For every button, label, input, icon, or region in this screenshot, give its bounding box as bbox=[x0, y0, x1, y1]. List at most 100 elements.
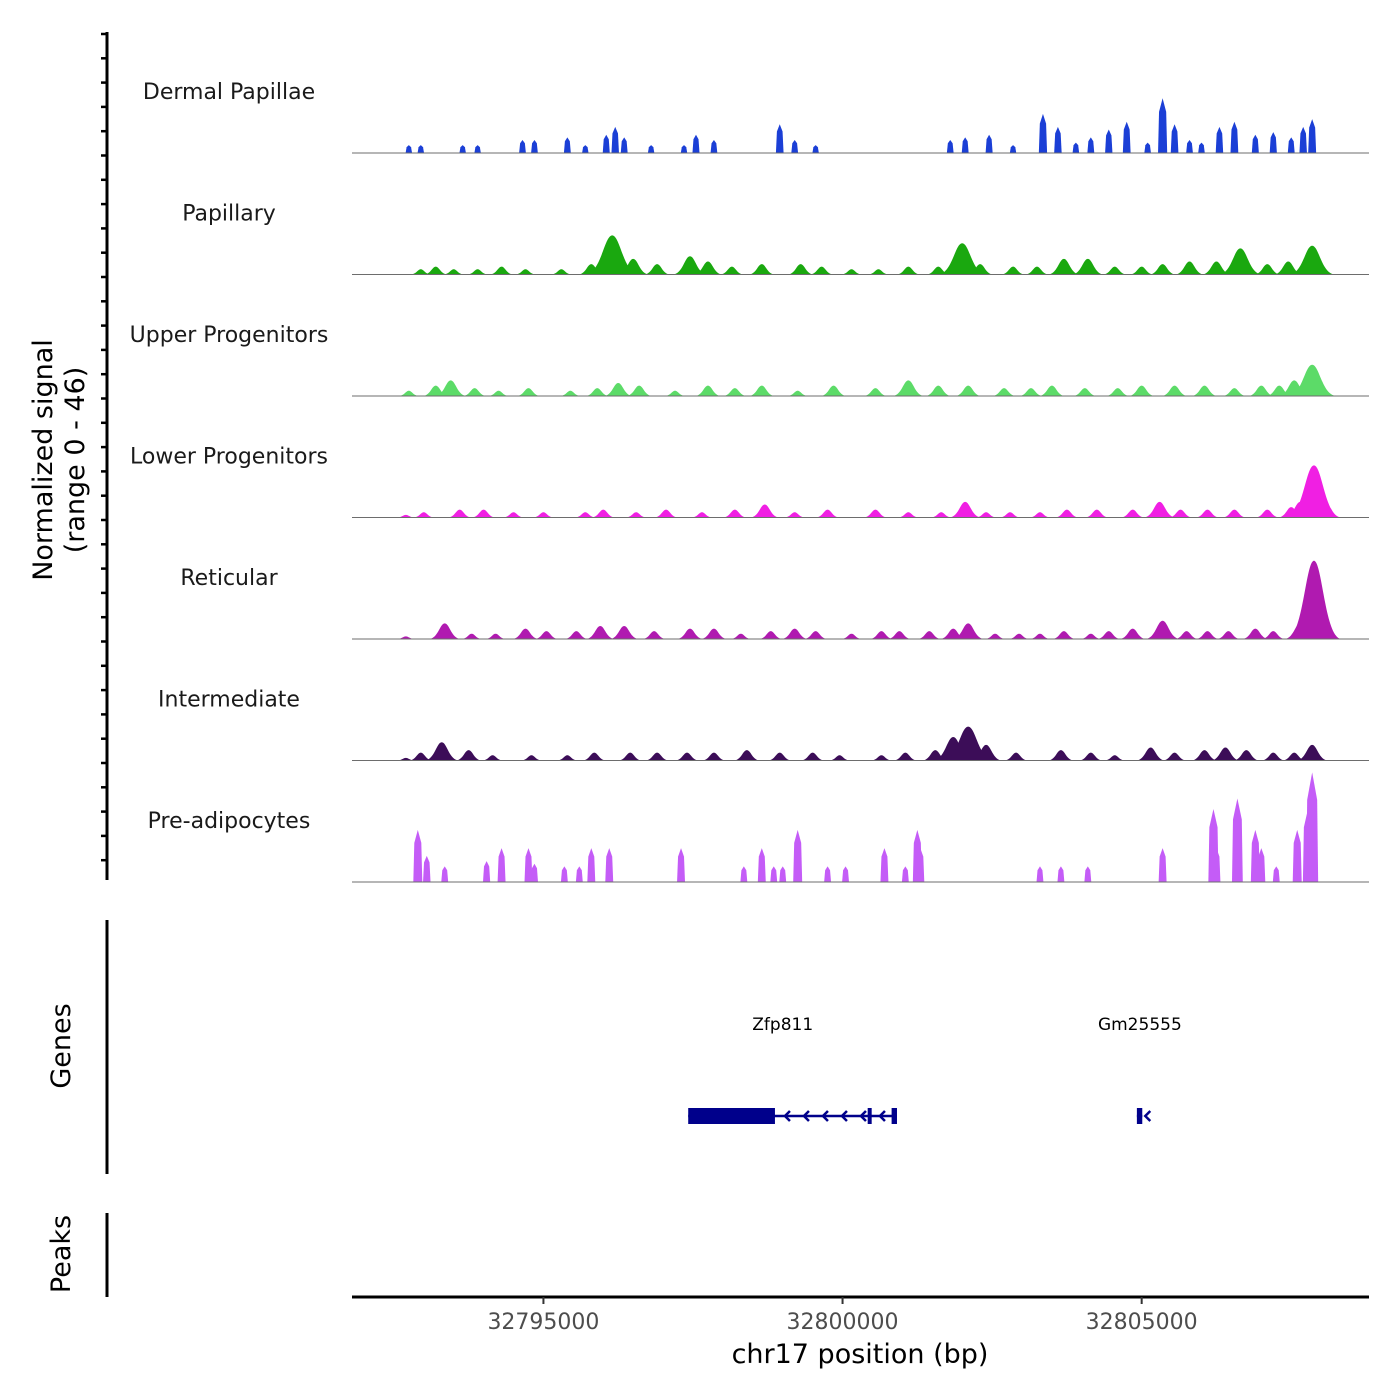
signal-peak bbox=[530, 863, 538, 882]
signal-peak bbox=[1247, 385, 1275, 396]
track-reticular: Reticular bbox=[180, 560, 1369, 640]
signal-peak bbox=[1000, 266, 1026, 275]
gene-exon bbox=[867, 1108, 872, 1124]
signal-peak bbox=[819, 385, 848, 396]
signal-peak bbox=[489, 266, 514, 275]
signal-peak bbox=[1286, 560, 1342, 639]
signal-peak bbox=[880, 848, 889, 882]
signal-peak bbox=[999, 512, 1021, 518]
signal-peak bbox=[447, 509, 472, 518]
signal-peak bbox=[1273, 261, 1304, 275]
signal-peak bbox=[975, 512, 997, 518]
signal-peak bbox=[1003, 752, 1029, 761]
signal-peak bbox=[584, 235, 640, 275]
signal-peak bbox=[643, 264, 671, 275]
track-pre-adipocytes: Pre-adipocytes bbox=[148, 772, 1369, 883]
signal-peak bbox=[1269, 132, 1277, 153]
signal-peak bbox=[809, 266, 834, 275]
signal-peak bbox=[585, 388, 610, 396]
strand-arrow bbox=[878, 1110, 886, 1122]
signal-peak bbox=[497, 848, 506, 882]
signal-peak bbox=[1257, 848, 1266, 882]
signal-peak bbox=[946, 139, 954, 153]
signal-peak bbox=[1174, 261, 1205, 275]
signal-peak bbox=[1128, 385, 1156, 396]
signal-peak bbox=[1232, 750, 1260, 761]
signal-peak bbox=[409, 269, 432, 275]
signal-peak bbox=[828, 755, 851, 761]
signal-peak bbox=[1282, 752, 1307, 761]
signal-peak bbox=[587, 848, 596, 882]
x-axis-ticks: 32795000 32800000 32805000 bbox=[487, 1297, 1198, 1335]
signal-peak bbox=[1190, 750, 1219, 761]
signal-peak bbox=[560, 866, 568, 882]
signal-peak bbox=[412, 512, 435, 518]
signal-peak bbox=[1129, 266, 1154, 275]
signal-peak bbox=[481, 755, 504, 761]
strand-arrow bbox=[1143, 1110, 1152, 1122]
signal-peak bbox=[692, 134, 700, 153]
signal-peak bbox=[767, 752, 792, 761]
signal-peak bbox=[1051, 631, 1077, 639]
signal-peak bbox=[625, 385, 653, 396]
signal-peak bbox=[674, 752, 700, 761]
gene-label: Gm25555 bbox=[1098, 1015, 1182, 1035]
signal-peak bbox=[1029, 512, 1051, 518]
track-label: Papillary bbox=[182, 202, 276, 227]
signal-peak bbox=[840, 633, 863, 639]
signal-peak bbox=[563, 137, 571, 153]
signal-peak bbox=[459, 145, 466, 153]
signal-peak bbox=[1105, 388, 1130, 396]
signal-peak bbox=[1143, 501, 1177, 518]
track-label: Lower Progenitors bbox=[130, 445, 328, 470]
signal-peak bbox=[1047, 258, 1081, 275]
signal-peak bbox=[417, 145, 425, 153]
signal-peak bbox=[779, 866, 787, 882]
signal-peak bbox=[930, 512, 953, 518]
signal-peak bbox=[1135, 747, 1166, 761]
signal-peak bbox=[423, 266, 448, 275]
signal-peak bbox=[519, 139, 526, 153]
signal-peak bbox=[413, 829, 423, 882]
signal-peak bbox=[585, 625, 616, 639]
signal-peak bbox=[396, 636, 416, 639]
signal-peak bbox=[1215, 126, 1224, 153]
signal-peak bbox=[1295, 744, 1329, 761]
signal-peak bbox=[524, 848, 533, 882]
signal-peak bbox=[1231, 798, 1243, 882]
x-tick-label: 32805000 bbox=[1086, 1310, 1198, 1335]
signal-peak bbox=[398, 390, 420, 396]
signal-peak bbox=[582, 752, 607, 761]
track-label: Dermal Papillae bbox=[143, 80, 315, 105]
gene-exon bbox=[688, 1108, 775, 1124]
signal-peak bbox=[1195, 631, 1220, 639]
signal-peak bbox=[1174, 631, 1199, 639]
signal-peak bbox=[749, 504, 780, 518]
signal-peak bbox=[1299, 126, 1307, 153]
x-tick-label: 32795000 bbox=[487, 1310, 599, 1335]
signal-peak bbox=[591, 509, 616, 518]
signal-peak bbox=[748, 264, 776, 275]
peaks-track-title: Peaks bbox=[46, 1215, 77, 1293]
signal-peak bbox=[1255, 509, 1280, 518]
signal-peak bbox=[1230, 121, 1239, 153]
signal-peak bbox=[423, 742, 460, 761]
signal-peak bbox=[502, 512, 525, 518]
signal-peak bbox=[1210, 747, 1241, 761]
signal-peak bbox=[620, 137, 628, 153]
signal-peak bbox=[676, 628, 704, 639]
signal-peak bbox=[896, 266, 921, 275]
signal-peak bbox=[1038, 385, 1066, 396]
signal-peak bbox=[483, 861, 491, 882]
signal-peak bbox=[1024, 266, 1050, 275]
track-upper-progenitors: Upper Progenitors bbox=[130, 323, 1369, 397]
signal-peak bbox=[520, 755, 543, 761]
signal-peak bbox=[641, 631, 667, 639]
signal-peak bbox=[1261, 752, 1286, 761]
signal-peak bbox=[1084, 509, 1110, 518]
signal-peak bbox=[564, 631, 589, 639]
signal-peak bbox=[758, 631, 783, 639]
gene-track: Zfp811 Gm25555 bbox=[688, 1015, 1182, 1124]
y-axis-title-line1: Normalized signal bbox=[28, 339, 59, 581]
signal-peak bbox=[800, 752, 825, 761]
